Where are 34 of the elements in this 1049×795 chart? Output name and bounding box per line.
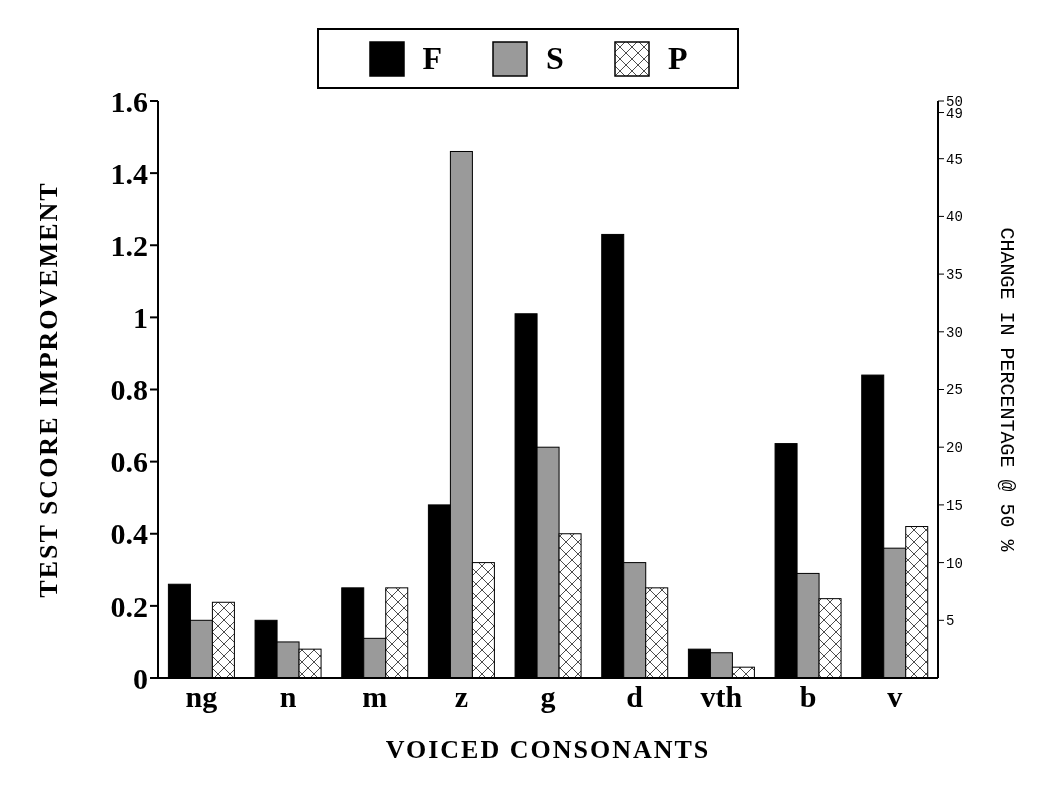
x-axis-title: VOICED CONSONANTS [385, 735, 711, 764]
x-tick-label: z [454, 680, 468, 714]
y-tick-label: 0.8 [110, 373, 148, 407]
legend-label: F [422, 40, 443, 77]
y-tick-label: 1.6 [110, 84, 148, 118]
y-tick-label: 1.4 [110, 156, 148, 190]
y2-tick-label: 49 [946, 105, 963, 122]
y-tick-label: 0.6 [110, 445, 148, 479]
y2-tick-label: 25 [946, 382, 963, 399]
y2-tick-label: 40 [946, 209, 963, 226]
y2-tick-label: 45 [946, 151, 963, 168]
y2-axis-title: CHANGE IN PERCENTAGE @ 50 % [994, 227, 1018, 553]
y2-tick-label: 5 [946, 613, 955, 630]
y-tick-label: 0.4 [110, 517, 148, 551]
legend-label: P [667, 40, 688, 77]
x-tick-label: b [799, 680, 817, 714]
y-tick-label: 0 [133, 661, 148, 695]
legend-label: S [546, 40, 564, 77]
x-tick-label: n [279, 680, 297, 714]
x-tick-label: d [626, 680, 644, 714]
y-axis-title: TEST SCORE IMPROVEMENT [34, 181, 64, 598]
y2-tick-label: 15 [946, 497, 963, 514]
y2-tick-label: 20 [946, 440, 963, 457]
y-tick-label: 1 [133, 301, 148, 335]
x-tick-label: m [362, 680, 388, 714]
y-tick-label: 1.2 [110, 228, 148, 262]
x-tick-label: v [887, 680, 903, 714]
x-tick-label: vth [700, 680, 743, 714]
y-tick-label: 0.2 [110, 589, 148, 623]
x-tick-label: g [540, 680, 556, 714]
y2-tick-label: 10 [946, 555, 963, 572]
y2-tick-label: 35 [946, 267, 963, 284]
x-tick-label: ng [185, 680, 218, 714]
y2-tick-label: 30 [946, 324, 963, 341]
